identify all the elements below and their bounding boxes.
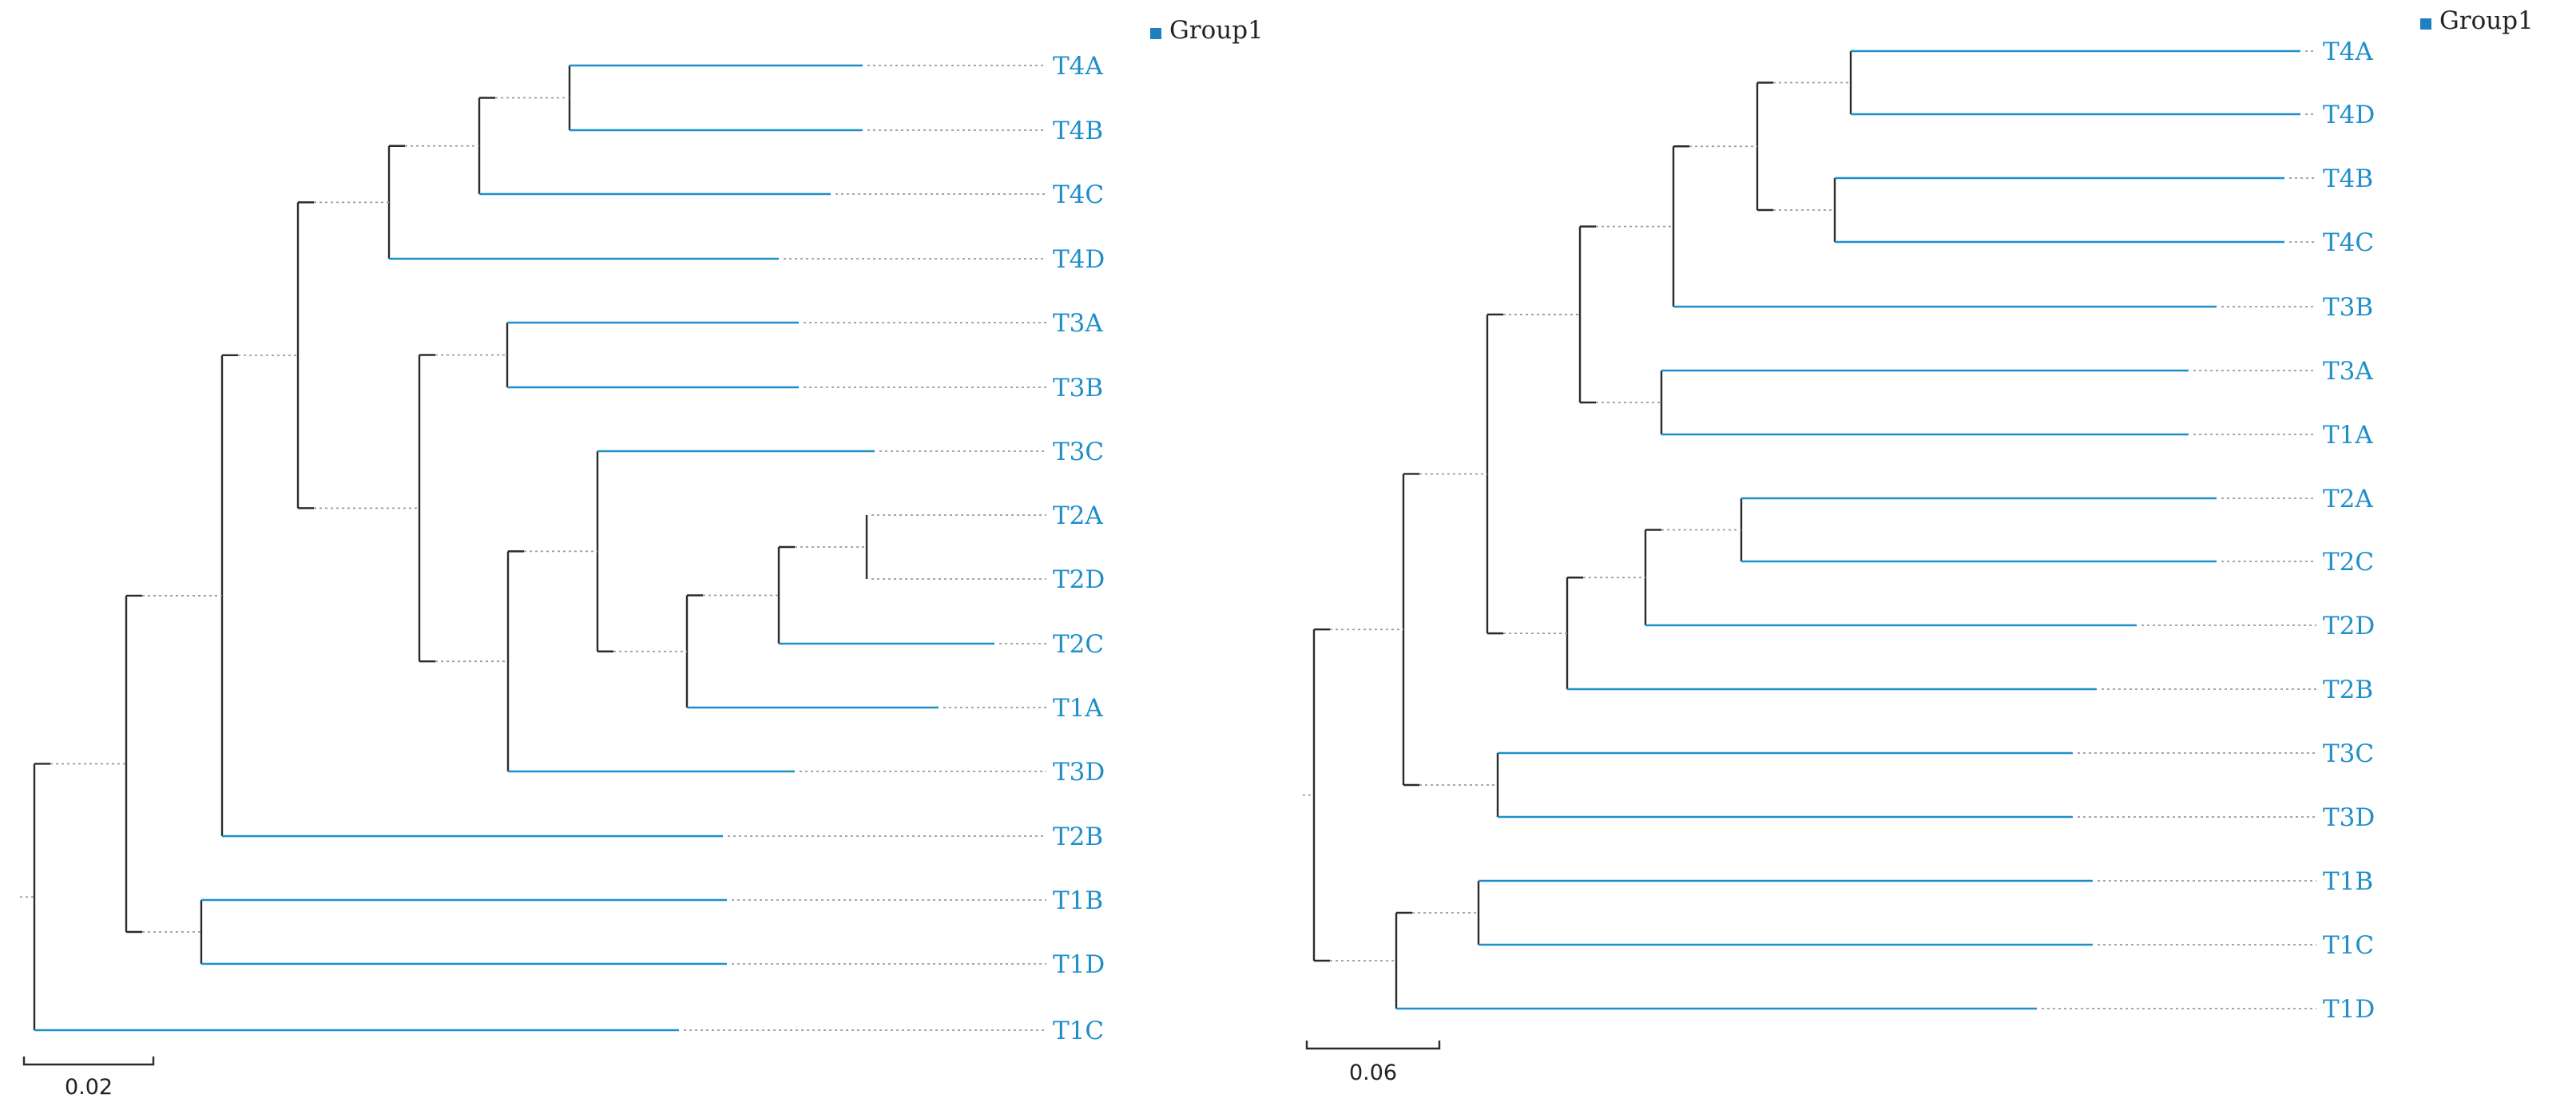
legend-label: Group1 <box>2439 6 2534 35</box>
tree-left: T4A T4B T4C T4D T3A T3B T3C T2A T2D T2C T1A T3D T2B T… <box>20 16 1264 1100</box>
tip-label: T2C <box>2323 548 2374 577</box>
tip-label: T4B <box>2323 165 2373 193</box>
tip-label: T1A <box>1053 694 1103 723</box>
tip-label: T2D <box>2323 612 2375 640</box>
tip-label: T3A <box>2323 357 2373 386</box>
tip-label: T3D <box>2323 803 2375 832</box>
tree-right-scale-bar: 0.06 <box>1305 1041 1441 1085</box>
tree-right-tip-labels: T4A T4D T4B T4C T3B T3A T1A T2A T2C T2D T2B T3C T3D T… <box>2323 38 2375 1024</box>
tip-label: T3C <box>1053 438 1104 466</box>
tip-label: T3B <box>1053 374 1103 402</box>
tip-label: T1D <box>1053 950 1105 979</box>
tree-left-tip-labels: T4A T4B T4C T4D T3A T3B T3C T2A T2D T2C T1A T3D T2B T… <box>1053 52 1105 1045</box>
tip-label: T4D <box>1053 245 1105 274</box>
tip-label: T1A <box>2323 421 2373 450</box>
tip-label: T4B <box>1053 117 1103 145</box>
tip-label: T1D <box>2323 995 2375 1024</box>
tip-label: T4A <box>2323 38 2373 66</box>
scale-bar-line <box>1305 1041 1441 1050</box>
scale-bar-line <box>22 1057 155 1066</box>
tip-label: T1B <box>2323 867 2373 896</box>
tree-right-legend: Group1 <box>2420 6 2534 35</box>
tip-label: T3A <box>1053 309 1103 338</box>
tip-label: T2B <box>1053 823 1103 851</box>
tip-label: T2C <box>1053 630 1104 659</box>
tree-left-branches <box>20 64 1046 1032</box>
tree-right: T4A T4D T4B T4C T3B T3A T1A T2A T2C T2D T2B T3C T3D T… <box>1303 6 2534 1085</box>
tip-label: T1C <box>1053 1017 1104 1045</box>
tip-label: T4A <box>1053 52 1103 81</box>
legend-swatch <box>2420 18 2431 30</box>
tree-left-scale-bar: 0.02 <box>22 1057 155 1100</box>
tree-right-branches <box>1303 50 2316 1010</box>
tip-label: T2D <box>1053 565 1105 594</box>
tip-label: T1B <box>1053 886 1103 915</box>
tip-label: T2A <box>2323 485 2373 513</box>
tip-label: T1C <box>2323 931 2374 960</box>
tip-label: T2A <box>1053 502 1103 530</box>
tip-label: T2B <box>2323 676 2373 704</box>
tip-label: T3C <box>2323 739 2374 768</box>
tip-label: T3B <box>2323 293 2373 322</box>
tip-label: T3D <box>1053 758 1105 787</box>
tree-left-legend: Group1 <box>1150 16 1264 45</box>
scale-bar-label: 0.02 <box>65 1075 113 1100</box>
tip-label: T4C <box>1053 180 1104 209</box>
scale-bar-label: 0.06 <box>1349 1061 1397 1085</box>
tip-label: T4D <box>2323 101 2375 129</box>
legend-label: Group1 <box>1169 16 1264 45</box>
legend-swatch <box>1150 28 1161 39</box>
tip-label: T4C <box>2323 228 2374 257</box>
